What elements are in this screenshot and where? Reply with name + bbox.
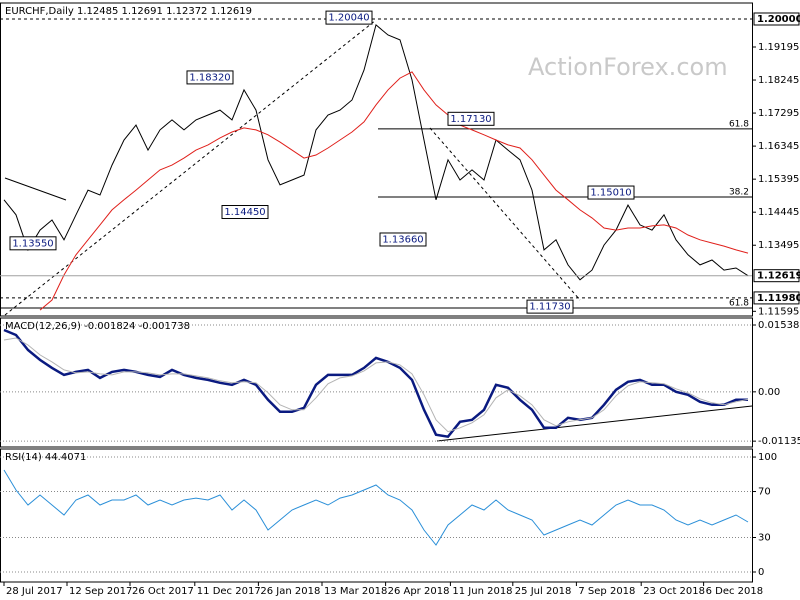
y-tick-label: 1.13495 (758, 240, 799, 251)
annotation: 1.13550 (12, 238, 53, 249)
annotation-box (526, 299, 574, 314)
y-tick-label: 1.11595 (758, 306, 799, 317)
x-tick-label: 13 Mar 2018 (324, 586, 387, 597)
annotation-box (325, 10, 373, 25)
annotation-box (587, 185, 635, 200)
y-tick-label: -0.011352 (758, 436, 800, 447)
panel (0, 448, 753, 583)
x-tick-label: 12 Sep 2017 (69, 586, 132, 597)
marker-box (753, 291, 800, 305)
marker-box (753, 269, 800, 283)
y-tick-label: 0.00 (758, 387, 780, 398)
annotation: 1.18320 (189, 72, 230, 83)
panel-title: RSI(14) 44.4071 (5, 452, 86, 463)
y-tick-label: 1.19195 (758, 42, 799, 53)
series-line (3, 24, 749, 281)
annotation-box (9, 236, 57, 251)
annotation: 1.14450 (224, 207, 265, 218)
panel-title: MACD(12,26,9) -0.001824 -0.001738 (5, 321, 190, 332)
watermark: ActionForex.com (528, 53, 728, 81)
y-tick-label: 0.015385 (758, 320, 800, 331)
panel (0, 2, 753, 317)
x-tick-label: 25 Jul 2018 (515, 586, 572, 597)
x-tick-label: 26 Apr 2018 (388, 586, 450, 597)
y-tick-label: 100 (758, 452, 777, 463)
marker-label: 1.11980 (757, 293, 800, 304)
series-line (3, 469, 749, 546)
annotation: 1.20040 (328, 13, 369, 24)
x-tick-label: 6 Dec 2018 (706, 586, 764, 597)
annotation-box (186, 70, 234, 85)
trend-line (429, 127, 581, 301)
panel-title: EURCHF,Daily 1.12485 1.12691 1.12372 1.1… (5, 6, 252, 17)
annotation-box (447, 111, 495, 126)
x-tick-label: 28 Jul 2017 (6, 586, 63, 597)
trend-line (4, 19, 377, 316)
marker-box (753, 12, 800, 26)
x-tick-label: 11 Dec 2017 (197, 586, 261, 597)
series-line (3, 328, 748, 439)
trend-line (436, 405, 753, 442)
x-tick-label: 11 Jun 2018 (452, 586, 512, 597)
y-tick-label: 1.16345 (758, 141, 799, 152)
marker-label: 1.12619 (757, 271, 800, 282)
y-tick-label: 1.15395 (758, 174, 799, 185)
x-tick-label: 23 Oct 2018 (643, 586, 705, 597)
series-line (3, 337, 749, 433)
marker-label: 1.20000 (757, 14, 800, 25)
x-tick-label: 7 Sep 2018 (578, 586, 635, 597)
x-tick-label: 26 Jan 2018 (260, 586, 320, 597)
annotation-box (379, 232, 427, 247)
x-tick-label: 26 Oct 2017 (132, 586, 194, 597)
panel (0, 317, 753, 448)
annotation: 1.11730 (529, 302, 570, 313)
y-tick-label: 1.17295 (758, 108, 799, 119)
trend-line (4, 177, 67, 201)
annotation-box (221, 205, 269, 220)
annotation: 1.15010 (590, 188, 631, 199)
y-tick-label: 30 (758, 533, 771, 544)
series-line (39, 71, 749, 311)
y-tick-label: 70 (758, 487, 771, 498)
fib-label: 61.8 (729, 299, 749, 309)
annotation: 1.17130 (450, 114, 491, 125)
annotation: 1.13660 (382, 234, 423, 245)
y-tick-label: 1.18245 (758, 75, 799, 86)
y-tick-label: 0 (758, 567, 764, 578)
fib-label: 38.2 (729, 188, 749, 198)
fib-label: 61.8 (729, 119, 749, 129)
y-tick-label: 1.14445 (758, 207, 799, 218)
